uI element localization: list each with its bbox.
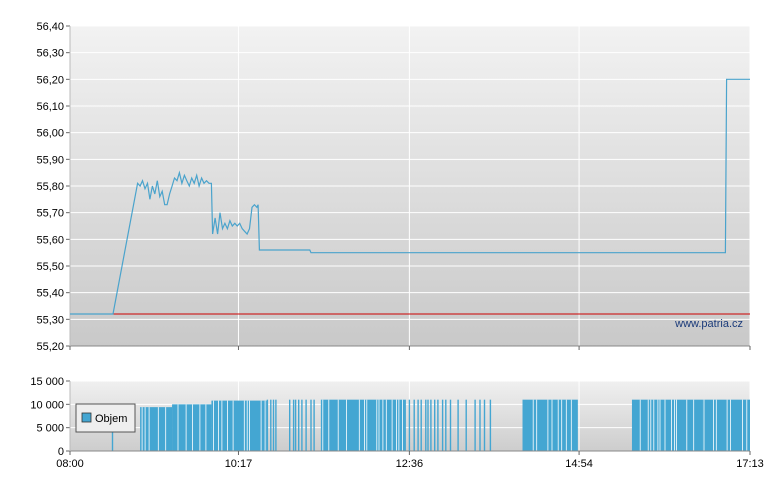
- volume-legend: Objem: [75, 403, 136, 433]
- volume-bar: [294, 399, 297, 451]
- volume-bar: [457, 399, 459, 451]
- volume-x-tick-label: 17:13: [736, 458, 764, 470]
- volume-bar: [631, 399, 703, 451]
- volume-y-tick-label: 10 000: [30, 399, 64, 411]
- volume-y-tick-label: 0: [58, 446, 64, 458]
- price-y-tick-label: 56,10: [36, 101, 64, 113]
- price-y-tick-label: 55,30: [36, 314, 64, 326]
- volume-bar: [437, 399, 439, 451]
- volume-bar: [449, 399, 452, 451]
- volume-bar: [301, 399, 303, 451]
- price-series-line: [70, 78, 750, 315]
- price-y-tick-label: 55,60: [36, 234, 64, 246]
- volume-y-tick-label: 5 000: [36, 423, 64, 435]
- price-y-tick-label: 55,90: [36, 154, 64, 166]
- price-x-tick-marks: [69, 346, 751, 350]
- volume-bar: [320, 399, 405, 451]
- volume-bar: [427, 399, 429, 451]
- volume-bar: [522, 399, 578, 451]
- price-y-tick-label: 55,50: [36, 261, 64, 273]
- price-y-tick-label: 56,00: [36, 128, 64, 140]
- volume-x-tick-label: 12:36: [396, 458, 424, 470]
- volume-bar: [413, 399, 415, 451]
- volume-bar: [445, 399, 447, 451]
- volume-bar: [474, 399, 476, 451]
- volume-bar: [420, 399, 422, 451]
- volume-x-tick-label: 08:00: [56, 458, 84, 470]
- price-y-axis: 55,20 55,30 55,40 55,50 55,60 55,70 55,80 55,90…: [36, 21, 70, 353]
- volume-bar: [465, 399, 467, 451]
- volume-bar: [425, 399, 427, 451]
- volume-bar: [313, 399, 315, 451]
- volume-bar: [417, 399, 419, 451]
- volume-bar: [275, 399, 277, 451]
- volume-bar: [305, 399, 307, 451]
- volume-bar: [272, 399, 275, 451]
- volume-bar: [434, 399, 436, 451]
- volume-x-tick-label: 14:54: [565, 458, 593, 470]
- price-y-tick-label: 56,30: [36, 48, 64, 60]
- price-y-tick-label: 55,80: [36, 181, 64, 193]
- volume-bar: [483, 399, 486, 451]
- volume-bar: [430, 399, 432, 451]
- price-y-tick-label: 56,20: [36, 74, 64, 86]
- volume-bar: [172, 404, 212, 451]
- legend-swatch: [81, 412, 92, 423]
- price-grid: [69, 25, 751, 347]
- volume-bar: [404, 399, 406, 451]
- volume-bar: [489, 399, 492, 451]
- price-y-tick-label: 56,40: [36, 21, 64, 33]
- volume-bar: [298, 399, 300, 451]
- volume-y-axis: 0 5 000 10 000 15 000: [30, 376, 70, 458]
- volume-bar: [408, 399, 411, 451]
- legend-label: Objem: [95, 413, 127, 425]
- volume-bar: [289, 399, 291, 451]
- volume-bar: [266, 399, 269, 451]
- volume-y-tick-label: 15 000: [30, 376, 64, 388]
- price-y-tick-label: 55,40: [36, 288, 64, 300]
- volume-panel: 0 5 000 10 000 15 000 08:00 10:17 12:36 14:54 1…: [30, 376, 763, 470]
- volume-bar: [702, 399, 750, 451]
- price-y-tick-label: 55,20: [36, 341, 64, 353]
- volume-bar: [292, 399, 295, 451]
- volume-bar: [211, 400, 267, 451]
- price-y-tick-label: 55,70: [36, 208, 64, 220]
- price-panel: 55,20 55,30 55,40 55,50 55,60 55,70 55,80 55,90…: [36, 21, 751, 353]
- volume-bar: [310, 399, 312, 451]
- volume-bars: [111, 399, 750, 451]
- volume-bar: [270, 399, 272, 451]
- volume-bar: [441, 399, 444, 451]
- volume-x-axis: 08:00 10:17 12:36 14:54 17:13: [56, 451, 764, 470]
- volume-bar: [479, 399, 481, 451]
- volume-x-tick-label: 10:17: [225, 458, 253, 470]
- watermark: www.patria.cz: [674, 318, 743, 330]
